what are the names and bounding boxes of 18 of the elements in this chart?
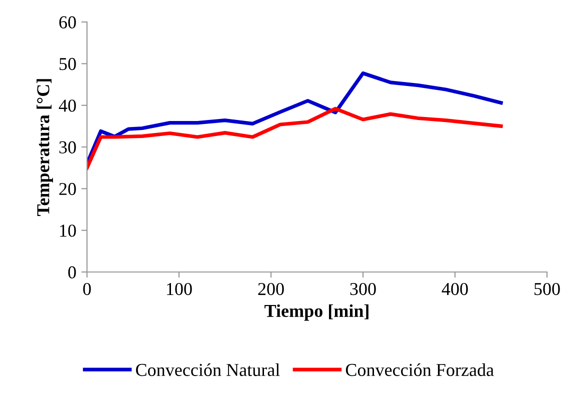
x-axis-title: Tiempo [min] (264, 304, 368, 321)
x-tick-label: 200 (258, 282, 284, 296)
y-tick-label: 60 (59, 16, 76, 28)
y-tick-label: 10 (60, 224, 76, 237)
y-tick-label: 40 (58, 100, 76, 112)
y-tick-label: 30 (59, 141, 76, 154)
y-axis-title: Temperatura [°C] (36, 79, 53, 216)
y-tick-label: 20 (59, 182, 76, 196)
legend-label: Convección Forzada (346, 363, 494, 376)
y-tick-label: 0 (68, 266, 76, 278)
x-tick-label: 100 (167, 282, 192, 296)
legend-label: Convección Natural (136, 363, 280, 376)
line-series (87, 106, 503, 170)
x-tick-label: 300 (350, 282, 376, 296)
y-tick-label: 50 (60, 58, 76, 70)
x-tick-label: 500 (534, 282, 560, 296)
x-tick-label: 0 (83, 282, 91, 296)
x-tick-label: 400 (442, 282, 468, 296)
